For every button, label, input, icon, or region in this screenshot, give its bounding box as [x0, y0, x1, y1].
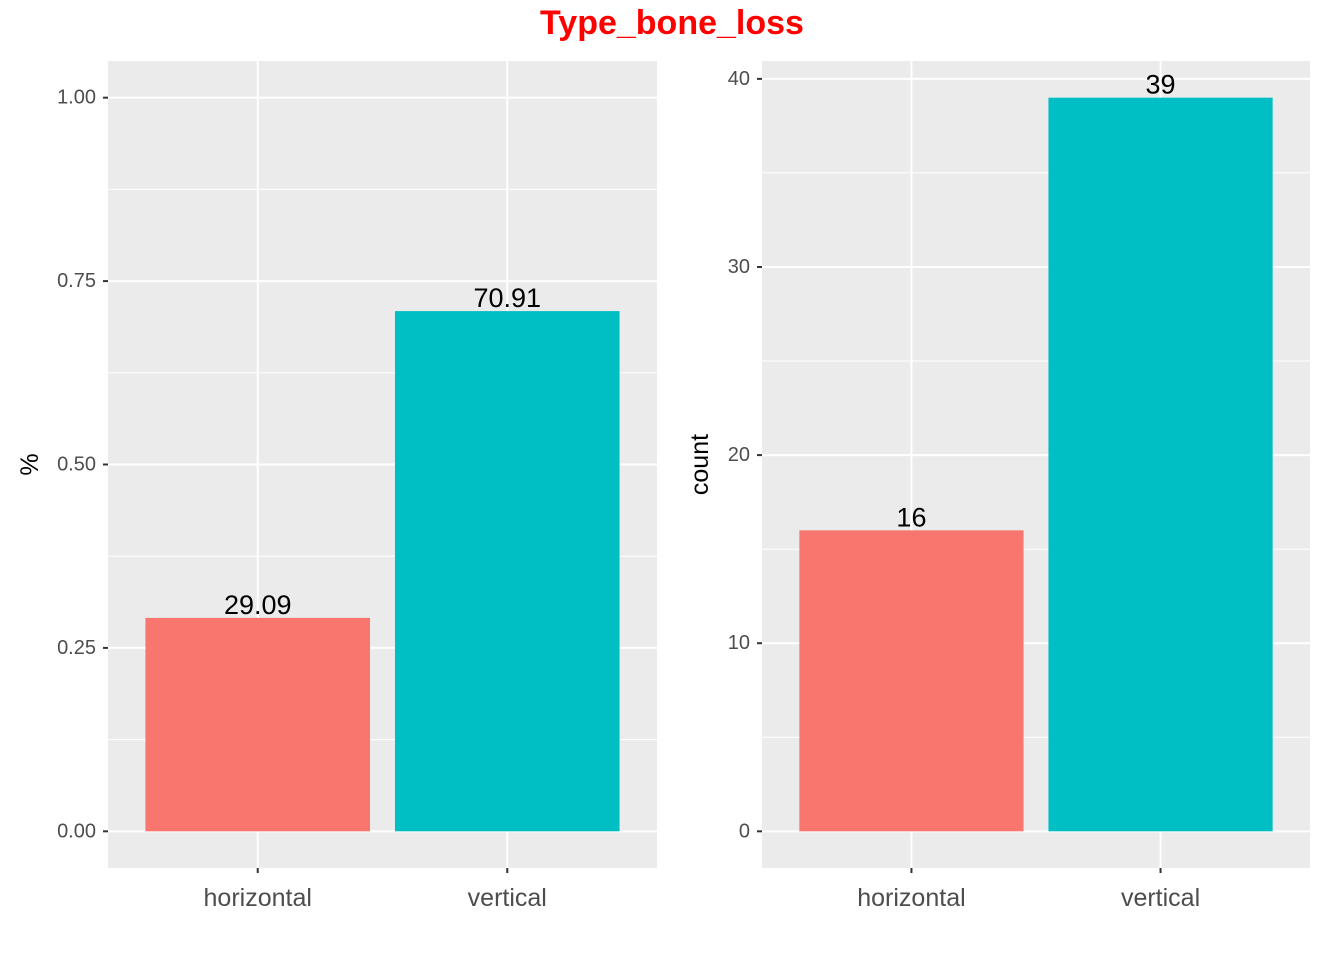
bar-vertical: [1048, 97, 1273, 832]
y-tick-label: 20: [728, 444, 750, 466]
data-label-horizontal: 16: [896, 502, 926, 532]
x-tick-label: horizontal: [857, 884, 965, 912]
y-tick-label: 30: [728, 256, 750, 278]
x-tick-label: vertical: [468, 884, 547, 912]
data-label-vertical: 39: [1146, 70, 1176, 100]
data-label-vertical: 70.91: [473, 283, 541, 313]
bar-horizontal: [799, 530, 1024, 832]
y-tick-label: 1.00: [57, 87, 96, 109]
bar-horizontal: [145, 617, 371, 832]
chart-title: Type_bone_loss: [540, 4, 804, 42]
y-axis-title: %: [16, 453, 44, 475]
data-label-horizontal: 29.09: [224, 590, 292, 620]
x-tick-label: horizontal: [204, 884, 312, 912]
y-tick-label: 0: [739, 820, 750, 842]
y-tick-label: 40: [728, 68, 750, 90]
y-tick-label: 0.75: [57, 270, 96, 292]
y-tick-label: 0.25: [57, 637, 96, 659]
y-tick-label: 0.50: [57, 454, 96, 476]
y-tick-label: 10: [728, 632, 750, 654]
x-tick-label: vertical: [1121, 884, 1200, 912]
bar-vertical: [394, 311, 620, 832]
y-axis-title: count: [686, 434, 714, 495]
y-tick-label: 0.00: [57, 820, 96, 842]
